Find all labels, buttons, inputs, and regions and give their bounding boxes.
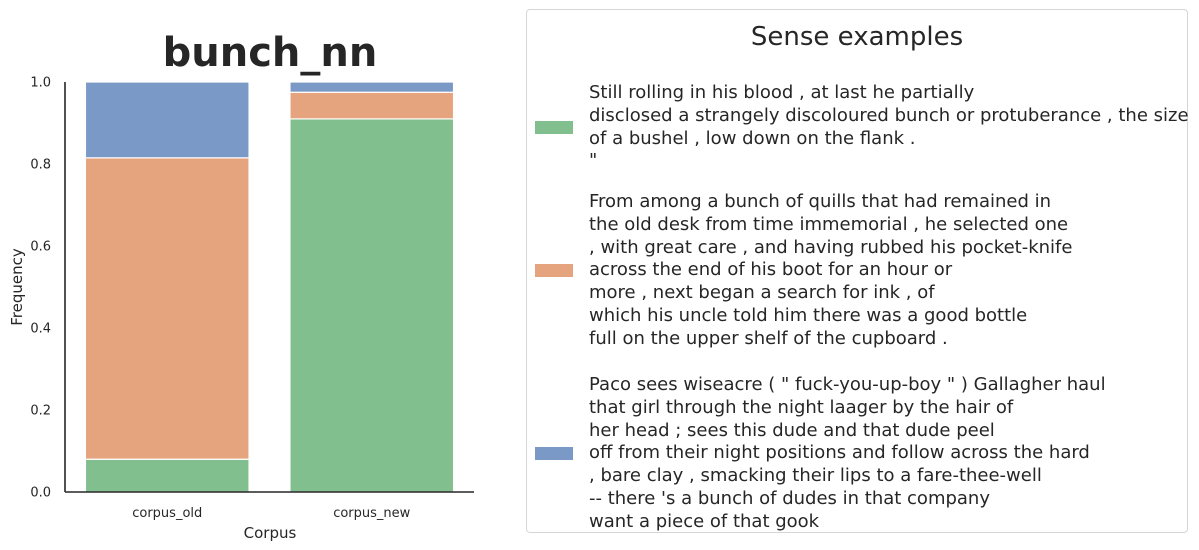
y-ticks: 0.0 0.2 0.4 0.6 0.8 1.0 <box>30 76 51 501</box>
chart-title: bunch_nn <box>163 30 378 76</box>
y-tick-label: 0.2 <box>30 404 51 419</box>
y-tick-label: 0.8 <box>30 158 51 173</box>
legend-swatch <box>535 121 573 135</box>
x-axis-label: Corpus <box>244 524 297 542</box>
y-tick-label: 1.0 <box>30 76 51 91</box>
y-tick-label: 0.0 <box>30 486 51 501</box>
y-axis-label: Frequency <box>8 248 26 326</box>
bar-group <box>84 81 455 493</box>
bar-corpus_new-series-1 <box>289 118 455 493</box>
bar-corpus_old-series-3 <box>84 81 250 159</box>
bar-corpus_new-series-3 <box>289 81 455 93</box>
legend-title: Sense examples <box>750 22 964 52</box>
legend-swatch <box>535 264 573 278</box>
legend: Sense examples Still rolling in his bloo… <box>526 9 1189 533</box>
legend-entry-text: Paco sees wiseacre ( " fuck-you-up-boy "… <box>589 374 1106 532</box>
legend-entry-text: Still rolling in his blood , at last he … <box>589 82 1189 172</box>
chart-plot: bunch_nn 0.00.20.40.60.81.0 corpus_old co… <box>8 30 474 542</box>
x-tick-label: corpus_new <box>333 506 410 521</box>
legend-entry-text: From among a bunch of quills that had re… <box>589 191 1073 349</box>
legend-swatch <box>535 447 573 461</box>
bar-corpus_old-series-1 <box>84 458 250 493</box>
y-tick-label: 0.4 <box>30 322 51 337</box>
bar-corpus_old-series-2 <box>84 157 250 460</box>
x-ticks: corpus_old corpus_new <box>132 506 410 521</box>
x-tick-label: corpus_old <box>132 506 202 521</box>
y-tick-label: 0.6 <box>30 240 51 255</box>
bar-corpus_new-series-2 <box>289 91 455 120</box>
